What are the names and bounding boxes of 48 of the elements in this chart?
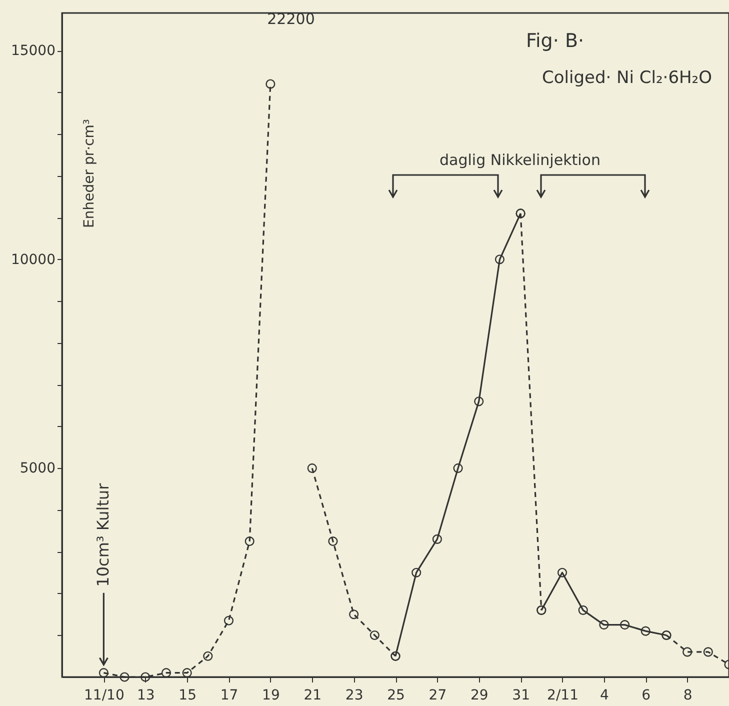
x-tick-label: 23 — [345, 688, 364, 704]
point — [140, 672, 150, 682]
point — [161, 668, 171, 678]
y-tick-label: 5000 — [20, 460, 56, 477]
point — [599, 620, 609, 630]
point — [682, 647, 692, 657]
x-tick-label: 21 — [304, 688, 322, 704]
x-tick-label: 8 — [683, 688, 692, 704]
text: Fig· B· — [526, 30, 584, 52]
x-tick-label: 31 — [512, 688, 530, 704]
x-tick-label: 4 — [600, 688, 609, 704]
point — [98, 668, 108, 678]
annotation: 10cm³ Kultur — [94, 482, 113, 587]
y-tick-label: 10000 — [10, 252, 56, 268]
point — [370, 630, 380, 640]
point — [412, 568, 422, 578]
x-tick-label: 11/10 — [84, 688, 124, 704]
y-axis-title: Enheder pr·cm³ — [82, 119, 98, 228]
x-tick-label: 2/11 — [547, 688, 578, 704]
x-tick-label: 25 — [387, 688, 405, 704]
point — [640, 626, 650, 636]
x-tick-label: 27 — [428, 688, 447, 704]
point — [349, 610, 359, 620]
x-tick-label: 6 — [642, 688, 651, 704]
x-tick-label: 13 — [136, 688, 155, 704]
point — [328, 536, 338, 546]
point — [494, 254, 504, 264]
point — [432, 534, 442, 544]
annotation: daglig Nikkelinjektion — [440, 151, 600, 169]
x-tick-label: 17 — [220, 688, 238, 704]
point — [224, 616, 234, 626]
point — [620, 620, 630, 630]
point — [474, 396, 484, 406]
point — [120, 672, 130, 682]
point — [557, 568, 568, 578]
x-tick-label: 15 — [178, 688, 196, 704]
y-tick-label: 15000 — [10, 43, 56, 60]
point — [703, 647, 713, 657]
text: Coliged· Ni Cl₂·6H₂O — [542, 68, 712, 88]
point — [244, 536, 254, 546]
point — [453, 463, 463, 473]
point — [307, 463, 317, 473]
point — [266, 79, 276, 89]
x-tick-label: 19 — [262, 688, 280, 704]
x-tick-label: 29 — [470, 688, 488, 704]
point — [203, 651, 213, 661]
point — [578, 605, 588, 615]
point — [182, 668, 192, 678]
